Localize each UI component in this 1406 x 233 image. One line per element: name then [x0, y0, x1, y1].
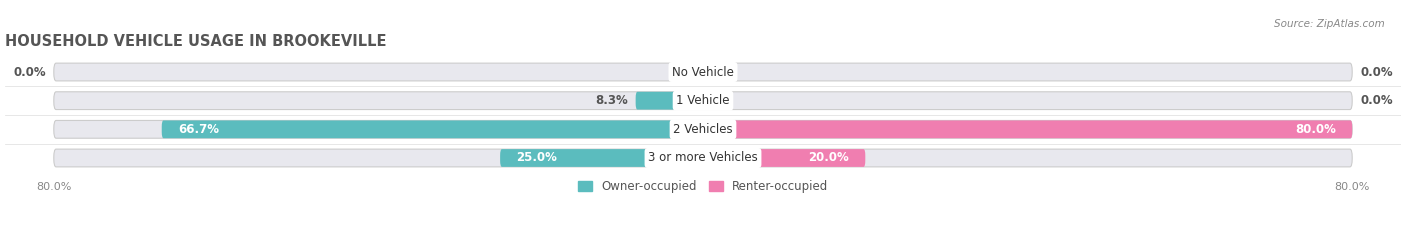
Text: 1 Vehicle: 1 Vehicle — [676, 94, 730, 107]
FancyBboxPatch shape — [636, 92, 703, 110]
Text: 0.0%: 0.0% — [13, 65, 45, 79]
FancyBboxPatch shape — [53, 149, 1353, 167]
FancyBboxPatch shape — [501, 149, 703, 167]
Text: 80.0%: 80.0% — [1295, 123, 1336, 136]
FancyBboxPatch shape — [53, 120, 1353, 138]
Text: 66.7%: 66.7% — [179, 123, 219, 136]
Text: 0.0%: 0.0% — [1361, 65, 1393, 79]
Text: Source: ZipAtlas.com: Source: ZipAtlas.com — [1274, 19, 1385, 29]
Text: 20.0%: 20.0% — [808, 151, 849, 164]
FancyBboxPatch shape — [703, 149, 865, 167]
Text: No Vehicle: No Vehicle — [672, 65, 734, 79]
FancyBboxPatch shape — [703, 120, 1353, 138]
Legend: Owner-occupied, Renter-occupied: Owner-occupied, Renter-occupied — [572, 175, 834, 198]
Text: 2 Vehicles: 2 Vehicles — [673, 123, 733, 136]
Text: 25.0%: 25.0% — [516, 151, 557, 164]
Text: HOUSEHOLD VEHICLE USAGE IN BROOKEVILLE: HOUSEHOLD VEHICLE USAGE IN BROOKEVILLE — [6, 34, 387, 49]
FancyBboxPatch shape — [162, 120, 703, 138]
Text: 8.3%: 8.3% — [595, 94, 627, 107]
FancyBboxPatch shape — [53, 63, 1353, 81]
Text: 3 or more Vehicles: 3 or more Vehicles — [648, 151, 758, 164]
Text: 0.0%: 0.0% — [1361, 94, 1393, 107]
FancyBboxPatch shape — [53, 92, 1353, 110]
